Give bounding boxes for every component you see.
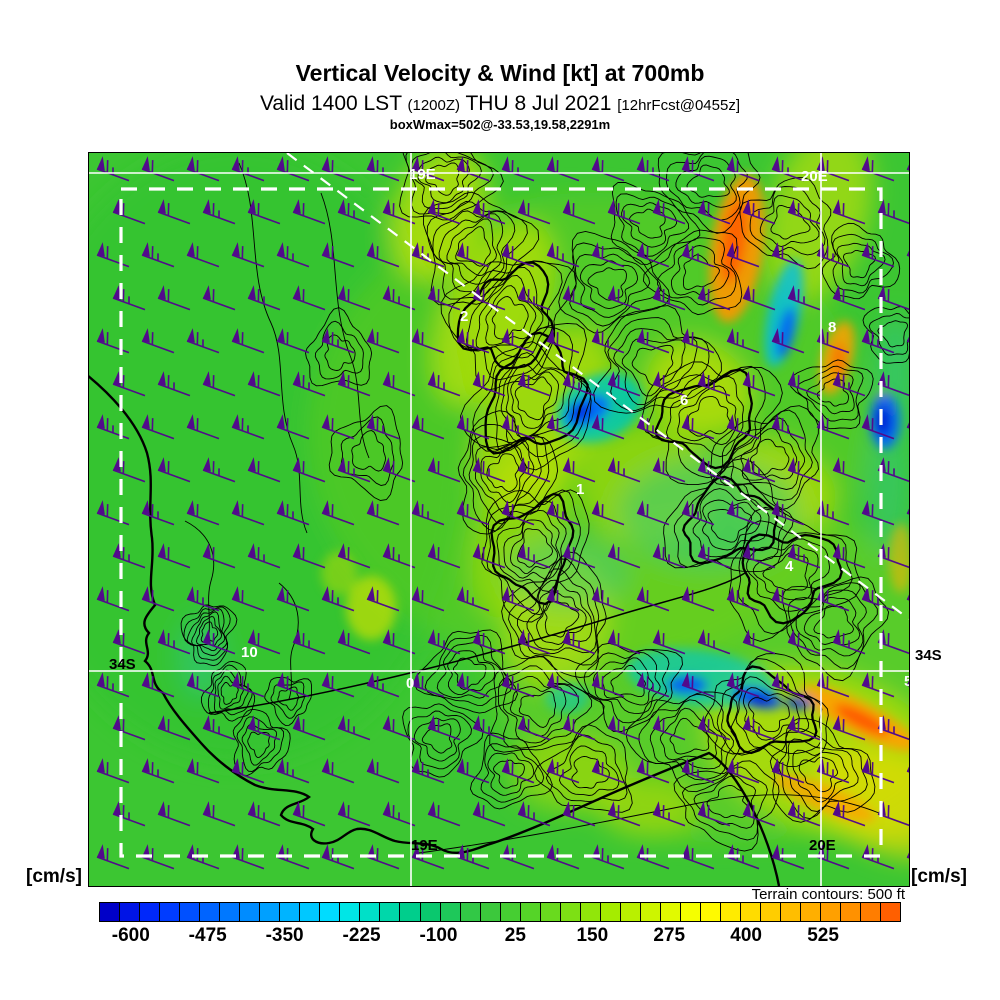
colorbar-cell <box>159 903 180 921</box>
colorbar-cell <box>880 903 901 921</box>
colorbar-cell <box>479 903 500 921</box>
contour-max-label: 6 <box>680 392 688 409</box>
grid-label: 19E <box>409 166 436 183</box>
colorbar <box>99 902 901 922</box>
terrain-contours-layer <box>180 153 909 854</box>
contour-max-label: 0 <box>406 675 414 692</box>
colorbar-cell <box>139 903 160 921</box>
colorbar-cell <box>499 903 520 921</box>
colorbar-tick: -475 <box>188 925 227 946</box>
contour-max-label: 8 <box>828 319 836 336</box>
contour-max-label: 5 <box>904 673 909 690</box>
colorbar-tick: 275 <box>653 925 686 946</box>
box-max-info: boxWmax=502@-33.53,19.58,2291m <box>389 117 611 132</box>
colorbar-cell <box>379 903 400 921</box>
cross-section-line <box>286 153 909 620</box>
valid-date: THU 8 Jul 2021 <box>460 92 618 115</box>
colorbar-cell <box>219 903 240 921</box>
colorbar-cell <box>539 903 560 921</box>
map-labels-layer: 19E 20E 19E 20E 34S 2 6 1 8 4 10 0 5 <box>109 166 909 854</box>
colorbar-tick: -350 <box>265 925 304 946</box>
colorbar-tick: 25 <box>504 925 526 946</box>
contour-max-label: 1 <box>576 481 584 498</box>
colorbar-cell <box>639 903 660 921</box>
colorbar-cell <box>259 903 280 921</box>
colorbar-cell <box>559 903 580 921</box>
colorbar-tick: -100 <box>419 925 458 946</box>
colorbar-cell <box>740 903 761 921</box>
colorbar-cell <box>179 903 200 921</box>
colorbar-cell <box>860 903 881 921</box>
colorbar-cell <box>820 903 841 921</box>
colorbar-cell <box>439 903 460 921</box>
map-frame: 19E 20E 19E 20E 34S 2 6 1 8 4 10 0 5 <box>88 152 910 887</box>
colorbar-cell <box>619 903 640 921</box>
valid-zulu: (1200Z) <box>407 97 461 114</box>
contour-max-label: 2 <box>460 308 468 325</box>
colorbar-ticks: -600 -475 -350 -225 -100 25 150 275 400 525 <box>0 925 1000 951</box>
latitude-label-34s-right: 34S <box>915 647 942 664</box>
colorbar-tick: 400 <box>730 925 762 946</box>
colorbar-cell <box>319 903 340 921</box>
colorbar-cell <box>519 903 540 921</box>
colorbar-cell <box>299 903 320 921</box>
terrain-contour-note: Terrain contours: 500 ft <box>751 886 905 903</box>
forecast-tag: [12hrFcst@0455z] <box>617 97 741 114</box>
contour-max-label: 4 <box>785 558 794 575</box>
colorbar-cell <box>279 903 300 921</box>
colorbar-cell <box>100 903 120 921</box>
colorbar-tick: 150 <box>576 925 609 946</box>
forecast-map: 19E 20E 19E 20E 34S 2 6 1 8 4 10 0 5 <box>89 153 909 886</box>
colorbar-cell <box>359 903 380 921</box>
colorbar-cell <box>599 903 620 921</box>
colorbar-cell <box>679 903 700 921</box>
colorbar-cell <box>339 903 360 921</box>
units-label-left: [cm/s] <box>26 866 82 887</box>
colorbar-cell <box>760 903 781 921</box>
colorbar-cell <box>840 903 861 921</box>
colorbar-cell <box>699 903 720 921</box>
contour-max-label: 10 <box>241 644 258 661</box>
colorbar-tick: 525 <box>807 925 839 946</box>
colorbar-cell <box>579 903 600 921</box>
graticule-layer <box>89 153 909 886</box>
colorbar-cell <box>659 903 680 921</box>
grid-label: 34S <box>109 656 136 673</box>
colorbar-cell <box>800 903 821 921</box>
grid-label: 20E <box>801 168 828 185</box>
colorbar-cell <box>719 903 740 921</box>
colorbar-tick: -600 <box>111 925 150 946</box>
colorbar-cell <box>419 903 440 921</box>
units-label-right: [cm/s] <box>911 866 967 887</box>
valid-prefix: Valid 1400 LST <box>259 92 408 115</box>
colorbar-cell <box>119 903 140 921</box>
wind-barbs-layer <box>96 156 909 870</box>
domain-box <box>119 187 883 858</box>
colorbar-cell <box>239 903 260 921</box>
colorbar-cell <box>199 903 220 921</box>
colorbar-tick: -225 <box>342 925 381 946</box>
colorbar-cell <box>780 903 801 921</box>
grid-label: 19E <box>411 837 438 854</box>
colorbar-cell <box>399 903 420 921</box>
grid-label: 20E <box>809 837 836 854</box>
colorbar-cell <box>459 903 480 921</box>
valid-time-line: Valid 1400 LST (1200Z) THU 8 Jul 2021 [1… <box>0 92 1000 116</box>
page-title: Vertical Velocity & Wind [kt] at 700mb <box>295 60 705 86</box>
